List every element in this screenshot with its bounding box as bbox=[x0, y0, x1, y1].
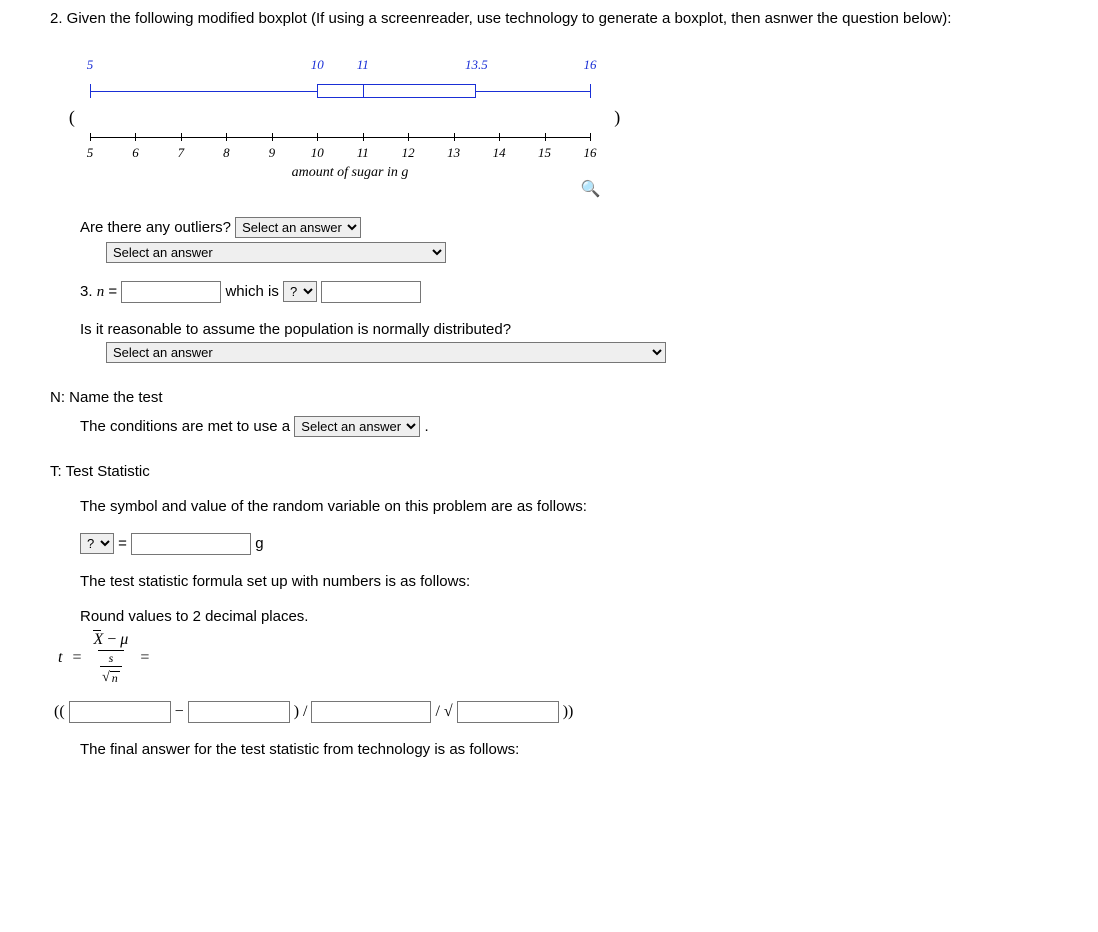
boxplot-tick-label: 15 bbox=[538, 145, 551, 161]
name-test-select[interactable]: Select an answer bbox=[294, 416, 420, 437]
boxplot-tick-label: 14 bbox=[493, 145, 506, 161]
outliers-select-2[interactable]: Select an answer bbox=[106, 242, 446, 263]
q3-row: 3. n = which is ? bbox=[80, 281, 1058, 303]
boxplot-value-label: 13.5 bbox=[465, 57, 488, 73]
outliers-question: Are there any outliers? bbox=[80, 219, 231, 236]
name-test-pre: The conditions are met to use a bbox=[80, 418, 294, 435]
q2-prompt: 2. Given the following modified boxplot … bbox=[50, 10, 1058, 27]
boxplot: amount of sugar in g 5 6 7 8 9 10 11 12 13 14 15 16… bbox=[70, 57, 630, 187]
boxplot-tick bbox=[590, 133, 591, 141]
s-input[interactable] bbox=[311, 701, 431, 723]
test-stat-heading: T: Test Statistic bbox=[50, 463, 1058, 480]
boxplot-axis bbox=[90, 137, 590, 138]
inputs-close-num: ) / bbox=[294, 703, 308, 721]
paren-open: (( bbox=[54, 703, 65, 721]
outliers-row: Are there any outliers? Select an answer bbox=[80, 217, 1058, 238]
boxplot-whisker bbox=[476, 91, 590, 92]
boxplot-tick-label: 16 bbox=[584, 145, 597, 161]
formula-mu: μ bbox=[120, 631, 128, 648]
boxplot-tick-label: 6 bbox=[132, 145, 139, 161]
boxplot-tick-label: 8 bbox=[223, 145, 230, 161]
test-stat-final-line: The final answer for the test statistic … bbox=[80, 741, 1058, 758]
rv-value-input[interactable] bbox=[131, 533, 251, 555]
formula-n: n bbox=[110, 671, 120, 685]
q3-which-is: which is bbox=[225, 283, 278, 300]
name-test-post: . bbox=[424, 418, 428, 435]
inputs-over-sqrt: / √ bbox=[435, 703, 452, 721]
boxplot-tick-label: 13 bbox=[447, 145, 460, 161]
formula-eq1: = bbox=[72, 649, 81, 667]
boxplot-value-label: 16 bbox=[584, 57, 597, 73]
boxplot-tick bbox=[90, 133, 91, 141]
formula-s: s bbox=[107, 652, 116, 666]
normal-select[interactable]: Select an answer bbox=[106, 342, 666, 363]
boxplot-value-label: 5 bbox=[87, 57, 94, 73]
boxplot-tick-label: 9 bbox=[269, 145, 276, 161]
magnify-icon[interactable]: 🔍 bbox=[581, 179, 601, 199]
xbar-input[interactable] bbox=[69, 701, 171, 723]
boxplot-tick bbox=[408, 133, 409, 141]
formula-t: t bbox=[58, 649, 62, 667]
boxplot-whisker-cap bbox=[590, 84, 591, 98]
n-input[interactable] bbox=[457, 701, 559, 723]
normal-question: Is it reasonable to assume the populatio… bbox=[80, 321, 1058, 338]
formula-den-frac: s √ n bbox=[100, 652, 122, 686]
rv-row: ? = g bbox=[80, 533, 1058, 555]
boxplot-tick bbox=[181, 133, 182, 141]
boxplot-tick-label: 7 bbox=[178, 145, 185, 161]
formula-main-frac: X − μ s √ n bbox=[91, 631, 130, 685]
formula-minus: − bbox=[103, 631, 120, 648]
q3-compare-select[interactable]: ? bbox=[283, 281, 317, 302]
formula-xbar: X bbox=[93, 631, 103, 649]
boxplot-axis-title: amount of sugar in g bbox=[292, 165, 409, 181]
boxplot-whisker bbox=[90, 91, 317, 92]
formula-sqrt: √ n bbox=[102, 671, 120, 685]
boxplot-tick bbox=[317, 133, 318, 141]
normal-row: Is it reasonable to assume the populatio… bbox=[80, 321, 1058, 338]
boxplot-tick-label: 12 bbox=[402, 145, 415, 161]
boxplot-lower-fence: ( bbox=[69, 107, 75, 128]
surd-icon: √ bbox=[102, 671, 110, 685]
q3-n-input[interactable] bbox=[121, 281, 221, 303]
boxplot-tick bbox=[226, 133, 227, 141]
t-formula: t = X − μ s √ n = bbox=[58, 631, 149, 685]
rv-symbol-select[interactable]: ? bbox=[80, 533, 114, 554]
boxplot-tick bbox=[135, 133, 136, 141]
paren-close: )) bbox=[563, 703, 574, 721]
name-test-sentence: The conditions are met to use a Select a… bbox=[80, 416, 1058, 437]
boxplot-tick bbox=[545, 133, 546, 141]
q3-eq: = bbox=[104, 283, 121, 300]
rv-unit: g bbox=[255, 535, 263, 552]
test-stat-line2: The test statistic formula set up with n… bbox=[80, 573, 1058, 590]
outliers-select-1[interactable]: Select an answer bbox=[235, 217, 361, 238]
boxplot-tick bbox=[272, 133, 273, 141]
boxplot-median bbox=[363, 84, 364, 98]
t-formula-inputs: (( − ) / / √ )) bbox=[54, 701, 1058, 723]
boxplot-tick-label: 11 bbox=[357, 145, 369, 161]
name-test-heading: N: Name the test bbox=[50, 389, 1058, 406]
boxplot-tick bbox=[499, 133, 500, 141]
inputs-minus: − bbox=[175, 703, 184, 721]
formula-eq2: = bbox=[140, 649, 149, 667]
q3-label: 3. bbox=[80, 283, 97, 300]
boxplot-value-label: 11 bbox=[357, 57, 369, 73]
boxplot-tick-label: 5 bbox=[87, 145, 94, 161]
test-stat-line1: The symbol and value of the random varia… bbox=[80, 498, 1058, 515]
boxplot-tick bbox=[363, 133, 364, 141]
q3-threshold-input[interactable] bbox=[321, 281, 421, 303]
test-stat-line3: Round values to 2 decimal places. bbox=[80, 608, 1058, 625]
boxplot-box bbox=[317, 84, 476, 98]
boxplot-upper-fence: ) bbox=[614, 107, 620, 128]
rv-eq: = bbox=[118, 535, 131, 552]
mu-input[interactable] bbox=[188, 701, 290, 723]
boxplot-tick-label: 10 bbox=[311, 145, 324, 161]
boxplot-value-label: 10 bbox=[311, 57, 324, 73]
boxplot-tick bbox=[454, 133, 455, 141]
boxplot-container: amount of sugar in g 5 6 7 8 9 10 11 12 13 14 15 16… bbox=[70, 57, 630, 187]
